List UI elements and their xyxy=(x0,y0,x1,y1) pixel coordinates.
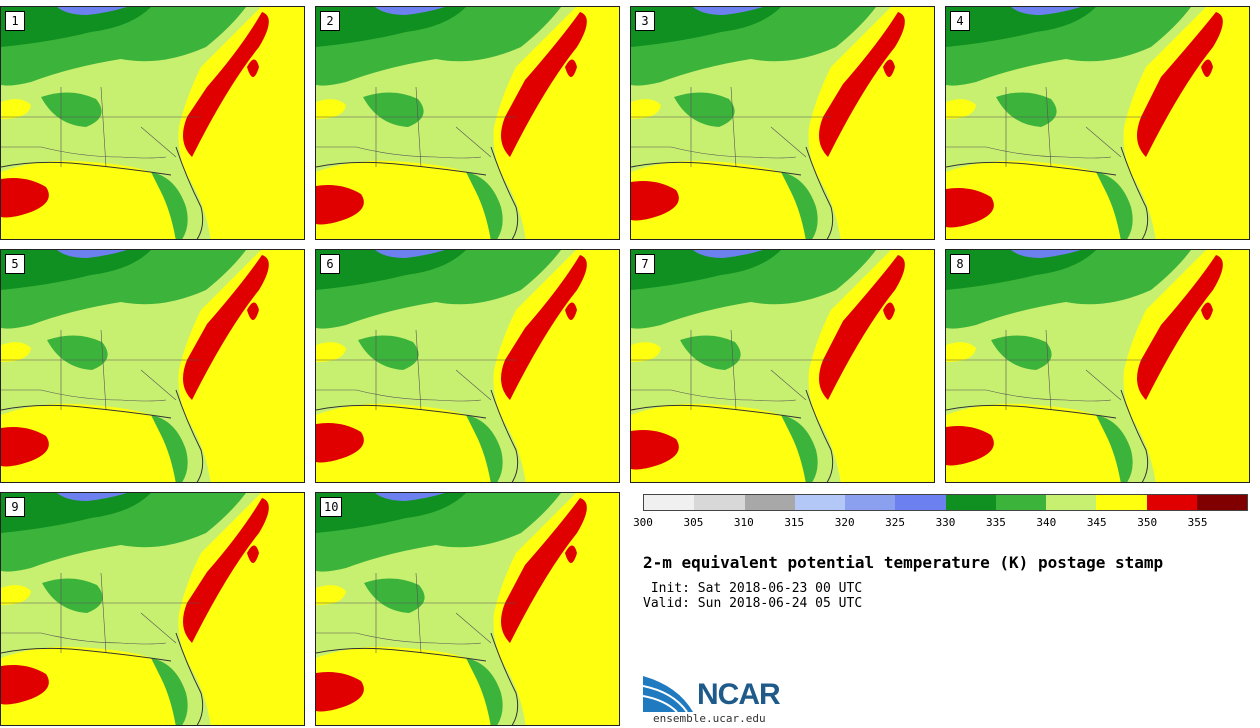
colorbar-tick-label: 315 xyxy=(784,516,805,529)
map-title: 2-m equivalent potential temperature (K)… xyxy=(643,553,1164,572)
colorbar-tick-label: 355 xyxy=(1187,516,1208,529)
colorbar-segment xyxy=(945,495,996,510)
colorbar-segment xyxy=(845,495,896,510)
member-number-label: 10 xyxy=(320,497,343,517)
member-number-label: 6 xyxy=(320,254,340,274)
colorbar-tick-label: 305 xyxy=(683,516,704,529)
colorbar-segment xyxy=(744,495,795,510)
colorbar-tick-label: 345 xyxy=(1086,516,1107,529)
ensemble-member-map: 5 xyxy=(0,249,305,483)
ensemble-member-map: 6 xyxy=(315,249,620,483)
colorbar-tick-label: 335 xyxy=(985,516,1006,529)
colorbar-segment xyxy=(895,495,946,510)
member-number-label: 2 xyxy=(320,11,340,31)
valid-time: Valid: Sun 2018-06-24 05 UTC xyxy=(643,596,863,611)
member-number-label: 7 xyxy=(635,254,655,274)
colorbar-tick-label: 350 xyxy=(1137,516,1158,529)
ncar-logo xyxy=(643,676,693,713)
ensemble-member-map: 8 xyxy=(945,249,1250,483)
colorbar-segment xyxy=(1196,495,1247,510)
ensemble-member-map: 2 xyxy=(315,6,620,240)
ensemble-member-map: 10 xyxy=(315,492,620,726)
colorbar-segment xyxy=(1146,495,1197,510)
member-number-label: 8 xyxy=(950,254,970,274)
ncar-logo-text: NCAR xyxy=(697,678,781,711)
colorbar-tick-label: 325 xyxy=(885,516,906,529)
colorbar-segment xyxy=(694,495,745,510)
colorbar-tick-label: 300 xyxy=(633,516,653,529)
member-number-label: 4 xyxy=(950,11,970,31)
member-number-label: 9 xyxy=(5,497,25,517)
colorbar-segment xyxy=(995,495,1046,510)
member-number-label: 3 xyxy=(635,11,655,31)
ensemble-member-map: 3 xyxy=(630,6,935,240)
member-number-label: 5 xyxy=(5,254,25,274)
colorbar-tick-label: 340 xyxy=(1036,516,1057,529)
colorbar-labels: 300 305 310 315 320 325 330 335 340 345 350 355 xyxy=(633,516,1248,530)
colorbar-tick-label: 330 xyxy=(935,516,956,529)
ensemble-member-map: 4 xyxy=(945,6,1250,240)
colorbar-segment xyxy=(1046,495,1097,510)
ensemble-member-map: 9 xyxy=(0,492,305,726)
ensemble-member-map: 1 xyxy=(0,6,305,240)
member-number-label: 1 xyxy=(5,11,25,31)
colorbar xyxy=(643,494,1248,511)
ensemble-member-map: 7 xyxy=(630,249,935,483)
init-time: Init: Sat 2018-06-23 00 UTC xyxy=(643,581,863,596)
colorbar-segment xyxy=(794,495,845,510)
colorbar-segment xyxy=(1096,495,1147,510)
colorbar-tick-label: 310 xyxy=(733,516,754,529)
ensemble-url: ensemble.ucar.edu xyxy=(653,712,766,725)
colorbar-tick-label: 320 xyxy=(834,516,855,529)
colorbar-segment xyxy=(644,495,695,510)
